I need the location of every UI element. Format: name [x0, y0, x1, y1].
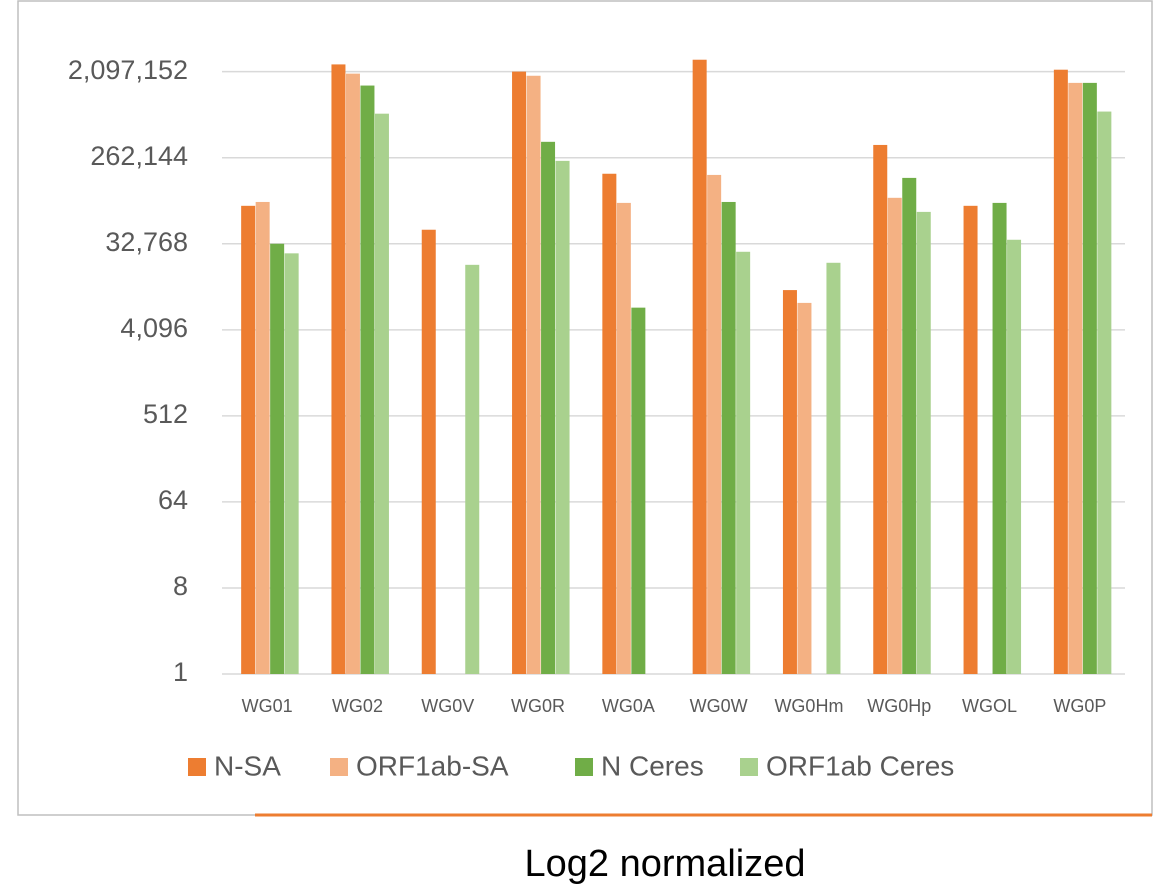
legend-label: N Ceres: [601, 750, 704, 781]
y-tick-label: 32,768: [105, 227, 188, 257]
x-tick-label: WG0P: [1053, 696, 1106, 716]
bar: [616, 202, 631, 674]
chart-border: [17, 0, 1153, 816]
bar: [555, 160, 570, 674]
bar: [284, 253, 299, 675]
bar: [692, 59, 707, 675]
bar: [1007, 239, 1022, 674]
bar: [526, 75, 541, 674]
bar: [360, 85, 375, 674]
legend-swatch: [188, 758, 206, 776]
x-tick-label: WG01: [242, 696, 293, 716]
y-tick-label: 64: [158, 485, 188, 515]
bar: [1082, 82, 1097, 674]
bar: [465, 264, 480, 674]
x-tick-label: WG0W: [690, 696, 748, 716]
bar: [963, 205, 978, 675]
legend-swatch: [575, 758, 593, 776]
bar: [602, 173, 617, 675]
bar: [421, 229, 436, 675]
y-tick-label: 4,096: [120, 313, 188, 343]
bar: [707, 174, 722, 674]
x-tick-label: WG0V: [421, 696, 474, 716]
bar: [797, 302, 812, 674]
bar: [902, 177, 917, 674]
bar: [1097, 111, 1112, 674]
legend-label: ORF1ab Ceres: [766, 750, 954, 781]
bar: [1053, 69, 1068, 675]
x-tick-label: WG02: [332, 696, 383, 716]
x-tick-label: WGOL: [962, 696, 1017, 716]
y-tick-label: 512: [143, 399, 188, 429]
bar: [782, 290, 797, 674]
bar: [541, 141, 556, 674]
legend-label: ORF1ab-SA: [356, 750, 509, 781]
bar: [374, 113, 389, 675]
bar: [1068, 82, 1083, 674]
bar: [631, 307, 646, 674]
y-tick-label: 1: [173, 657, 188, 687]
x-tick-label: WG0Hp: [867, 696, 931, 716]
bar: [331, 64, 346, 674]
bar: [255, 201, 270, 675]
bar: [916, 211, 931, 674]
bar: [736, 251, 751, 674]
x-tick-label: WG0R: [511, 696, 565, 716]
bar: [270, 243, 285, 675]
legend-swatch: [740, 758, 758, 776]
y-tick-label: 2,097,152: [68, 55, 188, 85]
bar: [826, 262, 841, 674]
y-tick-label: 262,144: [90, 141, 188, 171]
x-tick-label: WG0A: [602, 696, 655, 716]
x-tick-label: WG0Hm: [774, 696, 843, 716]
legend-swatch: [330, 758, 348, 776]
bar: [345, 73, 360, 675]
legend-label: N-SA: [214, 750, 281, 781]
bar: [887, 197, 902, 674]
bar: [992, 202, 1007, 674]
bar: [721, 201, 736, 675]
bar: [241, 205, 256, 675]
caption: Log2 normalized: [525, 843, 806, 885]
bar: [512, 71, 527, 674]
y-tick-label: 8: [173, 571, 188, 601]
bar: [873, 144, 888, 674]
